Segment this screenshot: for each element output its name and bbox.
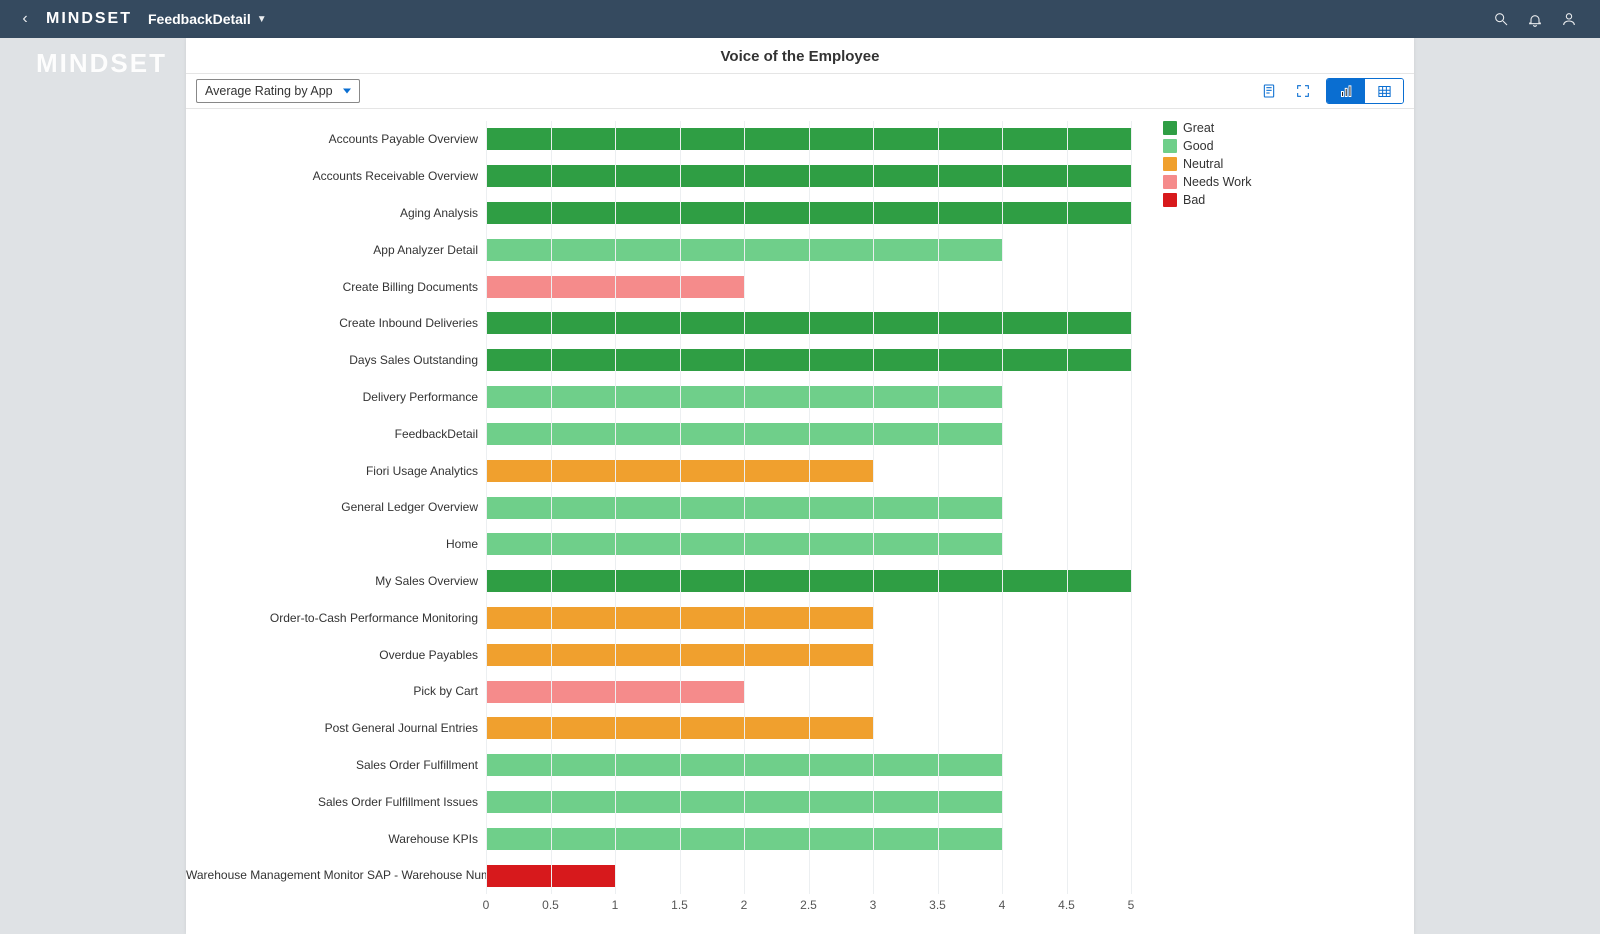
page-title: Voice of the Employee bbox=[186, 38, 1414, 73]
chart-gridline bbox=[680, 121, 681, 894]
chart-y-label: Create Billing Documents bbox=[186, 280, 486, 294]
table-icon bbox=[1377, 84, 1392, 99]
chart-x-tick: 0 bbox=[483, 898, 490, 912]
legend-swatch bbox=[1163, 121, 1177, 135]
chart-y-label: Sales Order Fulfillment Issues bbox=[186, 795, 486, 809]
legend-swatch bbox=[1163, 157, 1177, 171]
chart-x-tick: 3 bbox=[870, 898, 877, 912]
chart-y-label: App Analyzer Detail bbox=[186, 243, 486, 257]
caret-down-icon: ▼ bbox=[257, 14, 267, 25]
chart-y-label: General Ledger Overview bbox=[186, 500, 486, 514]
search-button[interactable] bbox=[1484, 0, 1518, 38]
chart-y-label: Accounts Payable Overview bbox=[186, 132, 486, 146]
background-brand: MINDSET bbox=[36, 48, 167, 79]
chart-gridline bbox=[744, 121, 745, 894]
legend-label: Good bbox=[1183, 139, 1214, 153]
chart-y-label: Sales Order Fulfillment bbox=[186, 758, 486, 772]
view-mode-toggle bbox=[1326, 78, 1404, 104]
chart-x-tick: 0.5 bbox=[542, 898, 559, 912]
chart-y-label: Fiori Usage Analytics bbox=[186, 464, 486, 478]
chart-gridline bbox=[486, 121, 487, 894]
chart-y-labels: Accounts Payable Overview Accounts Receiv… bbox=[186, 121, 486, 894]
chart-legend: Great Good Neutral Needs Work Bad bbox=[1163, 121, 1252, 211]
chart-gridline bbox=[1067, 121, 1068, 894]
chart-gridline bbox=[873, 121, 874, 894]
breadcrumb[interactable]: FeedbackDetail ▼ bbox=[148, 11, 267, 27]
notifications-button[interactable] bbox=[1518, 0, 1552, 38]
chart-x-tick: 5 bbox=[1128, 898, 1135, 912]
chart-x-tick: 2 bbox=[741, 898, 748, 912]
chart-area: Accounts Payable Overview Accounts Receiv… bbox=[186, 109, 1414, 934]
legend-swatch bbox=[1163, 175, 1177, 189]
panel-toolbar: Average Rating by App bbox=[186, 73, 1414, 109]
legend-label: Great bbox=[1183, 121, 1214, 135]
fullscreen-icon bbox=[1295, 83, 1311, 99]
chart-y-label: Aging Analysis bbox=[186, 206, 486, 220]
chart-y-label: Overdue Payables bbox=[186, 648, 486, 662]
view-dropdown[interactable]: Average Rating by App bbox=[196, 79, 360, 103]
chart-gridline bbox=[809, 121, 810, 894]
details-icon bbox=[1261, 83, 1277, 99]
chart-x-tick: 1.5 bbox=[671, 898, 688, 912]
chart-gridline bbox=[938, 121, 939, 894]
chart-view-button[interactable] bbox=[1327, 79, 1365, 103]
chart-gridline bbox=[1131, 121, 1132, 894]
details-button[interactable] bbox=[1254, 78, 1284, 104]
chart-gridline bbox=[551, 121, 552, 894]
legend-item[interactable]: Good bbox=[1163, 139, 1252, 153]
chart-x-tick: 2.5 bbox=[800, 898, 817, 912]
chart-y-label: Post General Journal Entries bbox=[186, 721, 486, 735]
main-panel: Voice of the Employee Average Rating by … bbox=[186, 38, 1414, 934]
chart-y-label: Warehouse KPIs bbox=[186, 832, 486, 846]
chart-y-label: Home bbox=[186, 537, 486, 551]
chart-y-label: My Sales Overview bbox=[186, 574, 486, 588]
legend-label: Bad bbox=[1183, 193, 1205, 207]
legend-item[interactable]: Bad bbox=[1163, 193, 1252, 207]
chart-x-tick: 1 bbox=[612, 898, 619, 912]
fullscreen-button[interactable] bbox=[1288, 78, 1318, 104]
chart-x-tick: 4 bbox=[999, 898, 1006, 912]
chart-y-label: Delivery Performance bbox=[186, 390, 486, 404]
legend-swatch bbox=[1163, 193, 1177, 207]
chart-gridline bbox=[615, 121, 616, 894]
user-button[interactable] bbox=[1552, 0, 1586, 38]
chart-plot bbox=[486, 121, 1131, 894]
chart-y-label: Order-to-Cash Performance Monitoring bbox=[186, 611, 486, 625]
breadcrumb-label: FeedbackDetail bbox=[148, 11, 251, 27]
chart-y-label: FeedbackDetail bbox=[186, 427, 486, 441]
top-nav: ‹ MINDSET FeedbackDetail ▼ bbox=[0, 0, 1600, 38]
chart-y-label: Days Sales Outstanding bbox=[186, 353, 486, 367]
legend-item[interactable]: Great bbox=[1163, 121, 1252, 135]
chart-y-label: Warehouse Management Monitor SAP - Wareh… bbox=[186, 868, 486, 882]
brand-logo[interactable]: MINDSET bbox=[46, 10, 132, 28]
chart-x-axis: 00.511.522.533.544.55 bbox=[486, 898, 1131, 916]
chart-x-tick: 3.5 bbox=[929, 898, 946, 912]
view-dropdown-label: Average Rating by App bbox=[205, 84, 333, 98]
back-button[interactable]: ‹ bbox=[14, 10, 36, 28]
chart-y-label: Create Inbound Deliveries bbox=[186, 316, 486, 330]
user-icon bbox=[1561, 11, 1577, 27]
bell-icon bbox=[1527, 11, 1543, 27]
legend-item[interactable]: Needs Work bbox=[1163, 175, 1252, 189]
legend-label: Needs Work bbox=[1183, 175, 1252, 189]
bar-chart-icon bbox=[1339, 84, 1354, 99]
legend-label: Neutral bbox=[1183, 157, 1223, 171]
table-view-button[interactable] bbox=[1365, 79, 1403, 103]
chart-y-label: Pick by Cart bbox=[186, 684, 486, 698]
chart-gridline bbox=[1002, 121, 1003, 894]
legend-swatch bbox=[1163, 139, 1177, 153]
legend-item[interactable]: Neutral bbox=[1163, 157, 1252, 171]
chart-y-label: Accounts Receivable Overview bbox=[186, 169, 486, 183]
search-icon bbox=[1493, 11, 1509, 27]
chart-x-tick: 4.5 bbox=[1058, 898, 1075, 912]
